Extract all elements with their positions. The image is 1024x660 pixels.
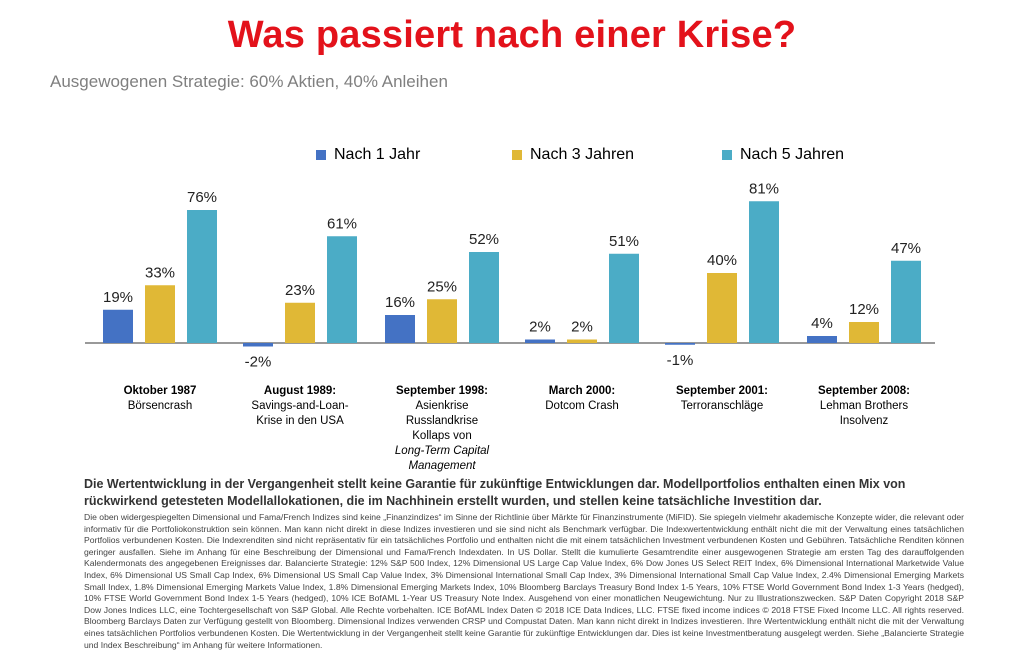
legend-swatch-series-2 (512, 150, 522, 160)
legend-item-series-3: Nach 5 Jahren (722, 146, 844, 164)
data-label-series-1-group-6: 4% (811, 315, 833, 332)
data-label-series-3-group-1: 76% (187, 189, 217, 206)
disclaimer-main: Die Wertentwicklung in der Vergangenheit… (84, 477, 906, 508)
data-label-series-3-group-2: 61% (327, 215, 357, 232)
category-label-2: August 1989: Savings-and-Loan- Krise in d… (225, 384, 375, 429)
data-label-series-2-group-2: 23% (285, 282, 315, 299)
category-title-2: August 1989: (263, 385, 337, 397)
category-description-3: Asienkrise Russlandkrise Kollaps von (405, 400, 479, 442)
data-label-series-2-group-3: 25% (427, 278, 457, 295)
category-label-6: September 2008: Lehman Brothers Insolvenz (789, 384, 939, 429)
bar-series-1-group-3 (385, 315, 415, 343)
bar-series-2-group-3 (427, 299, 457, 343)
bar-series-3-group-5 (749, 201, 779, 343)
category-title-5: September 2001: (675, 385, 769, 397)
bar-series-1-group-1 (103, 309, 133, 343)
category-title-3: September 1998: (395, 385, 489, 397)
category-label-4: March 2000: Dotcom Crash (507, 384, 657, 414)
bar-series-2-group-6 (849, 322, 879, 343)
legend-item-series-2: Nach 3 Jahren (512, 146, 634, 164)
bar-series-3-group-2 (327, 236, 357, 343)
category-description-4: Dotcom Crash (545, 400, 619, 412)
legend-item-series-1: Nach 1 Jahr (316, 146, 420, 164)
legend-label-series-2: Nach 3 Jahren (530, 146, 635, 163)
category-description-6: Lehman Brothers Insolvenz (819, 400, 909, 427)
category-label-1: Oktober 1987 Börsencrash (85, 384, 235, 414)
bar-series-2-group-1 (145, 285, 175, 343)
legend-label-series-1: Nach 1 Jahr (334, 146, 421, 163)
page-subtitle: Ausgewogenen Strategie: 60% Aktien, 40% … (50, 72, 448, 91)
category-description-1: Börsencrash (127, 400, 193, 412)
category-description-5: Terroranschläge (680, 400, 764, 412)
data-label-series-1-group-4: 2% (529, 319, 551, 336)
disclaimer-small: Die oben widergespiegelten Dimensional u… (84, 512, 964, 650)
data-label-series-1-group-3: 16% (385, 294, 415, 311)
legend-swatch-series-1 (316, 150, 326, 160)
category-label-5: September 2001: Terroranschläge (647, 384, 797, 414)
page-title: Was passiert nach einer Krise? (227, 14, 797, 56)
category-title-4: March 2000: (548, 385, 616, 397)
data-label-series-3-group-4: 51% (609, 233, 639, 250)
bar-series-1-group-4 (525, 339, 555, 343)
category-extra-3: Long-Term Capital Management (394, 445, 490, 472)
legend-label-series-3: Nach 5 Jahren (740, 146, 845, 163)
data-label-series-2-group-5: 40% (707, 252, 737, 269)
bar-series-3-group-6 (891, 260, 921, 343)
bar-series-3-group-3 (469, 252, 499, 343)
data-label-series-3-group-6: 47% (891, 240, 921, 257)
data-label-series-2-group-6: 12% (849, 301, 879, 318)
bar-series-1-group-2 (243, 343, 273, 347)
data-label-series-2-group-4: 2% (571, 319, 593, 336)
data-label-series-2-group-1: 33% (145, 264, 175, 281)
data-label-series-1-group-2: -2% (245, 354, 272, 371)
bar-series-1-group-6 (807, 336, 837, 343)
category-title-6: September 2008: (817, 385, 911, 397)
data-label-series-1-group-5: -1% (667, 352, 694, 369)
bar-series-2-group-2 (285, 302, 315, 343)
category-label-3: September 1998: Asienkrise Russlandkrise … (367, 384, 517, 474)
data-label-series-3-group-5: 81% (749, 180, 779, 197)
chart-legend: Nach 1 Jahr Nach 3 Jahren Nach 5 Jahren (0, 146, 1024, 166)
legend-swatch-series-3 (722, 150, 732, 160)
bar-series-1-group-5 (665, 343, 695, 345)
data-label-series-3-group-3: 52% (469, 231, 499, 248)
bar-series-2-group-5 (707, 273, 737, 343)
bar-series-3-group-4 (609, 253, 639, 343)
category-title-1: Oktober 1987 (123, 385, 197, 397)
bar-series-2-group-4 (567, 339, 597, 343)
category-description-2: Savings-and-Loan- Krise in den USA (251, 400, 349, 427)
bar-series-3-group-1 (187, 210, 217, 343)
data-label-series-1-group-1: 19% (103, 289, 133, 306)
bar-chart: 19% -2% 16% 2% -1% 4% 33% 23% 25% 2% 40% 12% 76% 61% 5… (85, 180, 935, 371)
